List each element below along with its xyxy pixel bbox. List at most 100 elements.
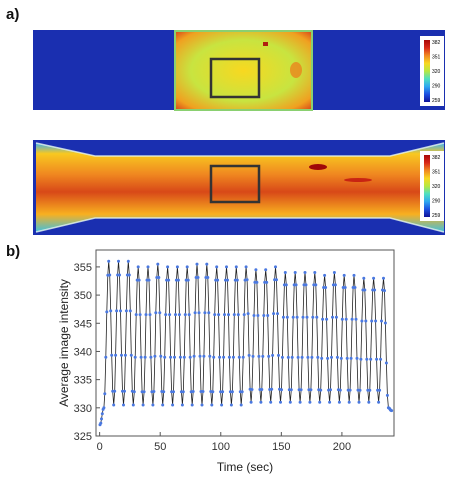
y-tick-label: 330 xyxy=(74,403,92,415)
data-point xyxy=(139,355,143,359)
data-point xyxy=(298,400,302,404)
data-point xyxy=(246,312,250,316)
data-point xyxy=(207,311,211,315)
data-point xyxy=(100,412,104,416)
data-point xyxy=(379,357,383,361)
data-point xyxy=(363,288,367,292)
data-point xyxy=(171,403,175,407)
data-point xyxy=(337,400,341,404)
data-point xyxy=(176,278,180,282)
data-point xyxy=(213,313,217,317)
data-point xyxy=(340,317,344,321)
colorbar-top-tick-label: 382 xyxy=(432,40,441,46)
data-point xyxy=(285,315,289,319)
y-tick-label: 350 xyxy=(74,290,92,302)
data-point xyxy=(390,409,394,413)
panel-a-label: a) xyxy=(6,6,20,23)
data-point xyxy=(250,388,254,391)
data-point xyxy=(284,283,288,287)
thermal-bottom-hotspot-2 xyxy=(344,178,372,182)
data-point xyxy=(251,354,255,358)
data-point xyxy=(177,313,181,317)
data-point xyxy=(383,321,387,325)
data-point xyxy=(232,313,236,317)
data-point xyxy=(262,314,266,317)
data-point xyxy=(225,265,228,269)
data-point xyxy=(132,390,136,394)
colorbar-top-tick-label: 290 xyxy=(432,84,441,90)
data-point xyxy=(178,355,182,359)
data-point xyxy=(210,403,214,407)
data-point xyxy=(293,271,297,274)
data-point xyxy=(326,356,330,360)
data-point xyxy=(99,421,103,425)
data-point xyxy=(122,403,125,407)
data-point xyxy=(143,355,147,359)
data-point xyxy=(310,355,314,359)
data-point xyxy=(211,390,215,394)
y-tick-label: 340 xyxy=(74,346,92,358)
x-tick-label: 200 xyxy=(333,441,351,453)
data-point xyxy=(283,271,287,274)
data-point xyxy=(382,276,385,280)
data-point xyxy=(313,271,317,274)
data-point xyxy=(196,276,200,279)
thermal-top-mark xyxy=(263,42,268,46)
data-point xyxy=(295,315,299,319)
data-point xyxy=(383,289,386,293)
data-point xyxy=(255,280,259,284)
data-point xyxy=(275,278,278,282)
colorbar-bottom-tick-label: 320 xyxy=(432,184,441,190)
roi-box-top xyxy=(209,57,261,99)
data-point xyxy=(303,271,307,274)
data-point xyxy=(325,317,329,321)
data-point xyxy=(218,355,222,359)
data-point xyxy=(368,388,372,392)
colorbar-top-scale xyxy=(424,40,430,102)
y-axis-label: Average image intensity xyxy=(57,279,71,407)
data-point xyxy=(144,313,148,317)
roi-box-bottom xyxy=(209,164,261,204)
data-point xyxy=(200,403,204,407)
y-tick-label: 335 xyxy=(74,375,92,387)
data-point xyxy=(385,393,389,397)
data-point xyxy=(335,355,339,359)
data-point xyxy=(328,400,332,404)
data-point xyxy=(350,317,354,321)
data-point xyxy=(105,310,109,314)
data-point xyxy=(306,355,310,359)
data-point xyxy=(318,400,322,404)
data-point xyxy=(162,390,166,394)
data-point xyxy=(234,265,238,269)
data-point xyxy=(316,355,320,359)
data-point xyxy=(114,353,118,357)
data-point xyxy=(355,356,359,360)
data-point xyxy=(235,278,239,282)
data-point xyxy=(373,288,377,292)
data-point xyxy=(185,265,189,269)
data-point xyxy=(148,313,152,317)
colorbar-bottom-scale xyxy=(424,155,430,217)
data-point xyxy=(107,259,111,263)
data-point xyxy=(201,390,205,393)
thermal-bottom-specimen-edge xyxy=(35,142,445,233)
data-point xyxy=(159,354,163,358)
x-tick-label: 150 xyxy=(272,441,290,453)
data-point xyxy=(109,309,113,313)
data-point xyxy=(190,403,194,407)
data-point xyxy=(187,313,191,317)
data-point xyxy=(182,355,186,359)
data-point xyxy=(370,319,374,323)
data-point xyxy=(300,355,304,359)
y-tick-label: 325 xyxy=(74,431,92,443)
data-point xyxy=(221,390,225,394)
data-point xyxy=(153,354,157,358)
data-point xyxy=(240,390,244,394)
data-point xyxy=(329,388,332,392)
data-point xyxy=(343,286,347,289)
data-point xyxy=(119,309,122,313)
data-point xyxy=(339,356,343,360)
data-point xyxy=(347,400,351,404)
data-point xyxy=(321,317,325,321)
data-point xyxy=(257,354,261,358)
